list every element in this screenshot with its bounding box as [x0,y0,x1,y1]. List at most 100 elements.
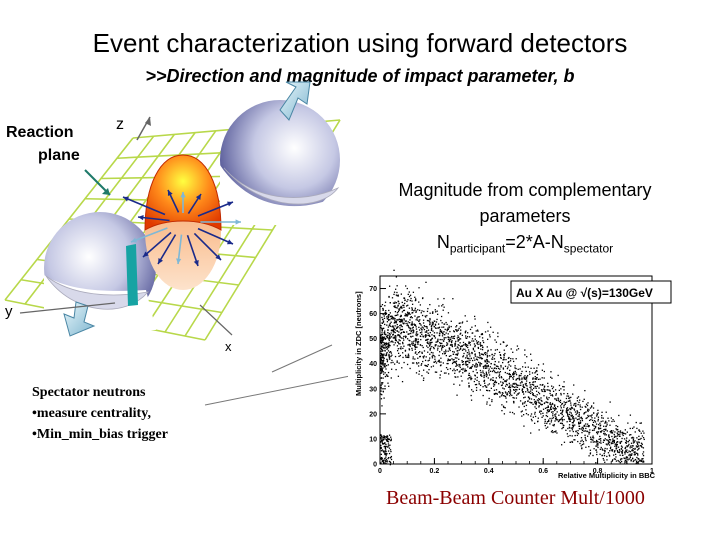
scatter-point [500,355,501,356]
scatter-point [398,348,399,349]
scatter-point [388,296,389,297]
scatter-point [578,423,579,424]
scatter-point [430,332,431,333]
scatter-point [509,378,510,379]
scatter-point [474,381,475,382]
formula-n1: N [437,232,450,252]
scatter-point [482,347,483,348]
scatter-point [628,455,629,456]
scatter-point [546,428,547,429]
scatter-point [413,362,414,363]
scatter-point [385,345,386,346]
scatter-point [619,436,620,437]
scatter-point [577,397,578,398]
scatter-point [494,390,495,391]
scatter-point [384,330,385,331]
scatter-point [485,385,486,386]
scatter-point [513,389,514,390]
scatter-point [495,372,496,373]
scatter-point [631,447,632,448]
scatter-point [620,432,621,433]
magnitude-text-line1: Magnitude from complementary [360,180,690,201]
scatter-point [630,460,631,461]
scatter-point [384,332,385,333]
scatter-point [560,423,561,424]
scatter-point [495,382,496,383]
scatter-point [386,336,387,337]
scatter-point [552,415,553,416]
scatter-point [423,370,424,371]
scatter-point [573,422,574,423]
scatter-point [478,348,479,349]
scatter-point [433,348,434,349]
scatter-point [639,423,640,424]
scatter-point [523,425,524,426]
scatter-point [565,404,566,405]
scatter-point [402,305,403,306]
scatter-point [553,391,554,392]
scatter-point [562,414,563,415]
scatter-point [568,398,569,399]
scatter-point [489,374,490,375]
scatter-point [552,394,553,395]
scatter-point [619,452,620,453]
scatter-point [477,365,478,366]
scatter-point [577,411,578,412]
scatter-point [506,346,507,347]
scatter-point [523,384,524,385]
scatter-point [415,308,416,309]
scatter-point [534,406,535,407]
scatter-point [381,351,382,352]
scatter-point [427,339,428,340]
scatter-point [530,368,531,369]
scatter-point [530,384,531,385]
scatter-point [424,350,425,351]
scatter-point [416,347,417,348]
scatter-point [402,357,403,358]
scatter-point [546,407,547,408]
scatter-point [443,340,444,341]
spectator-nucleus-upper [220,100,340,225]
scatter-point [573,408,574,409]
scatter-point [474,316,475,317]
scatter-point [467,347,468,348]
scatter-point [465,335,466,336]
scatter-point [482,337,483,338]
scatter-point [626,457,627,458]
scatter-point [383,357,384,358]
connector-line-upper [272,345,332,372]
scatter-point [483,395,484,396]
scatter-point [478,341,479,342]
scatter-point [455,354,456,355]
scatter-point [556,393,557,394]
scatter-point [527,375,528,376]
scatter-point [412,344,413,345]
scatter-point [601,447,602,448]
scatter-point [389,358,390,359]
scatter-point [426,339,427,340]
scatter-point [436,332,437,333]
scatter-point [496,389,497,390]
scatter-point [567,407,568,408]
scatter-point [540,384,541,385]
scatter-point [413,343,414,344]
scatter-point [479,336,480,337]
scatter-point [571,427,572,428]
scatter-point [451,326,452,327]
scatter-point [479,357,480,358]
x-tick-label: 0 [378,468,382,475]
scatter-point [396,285,397,286]
scatter-point [511,376,512,377]
scatter-point [577,419,578,420]
scatter-point [439,351,440,352]
scatter-point [409,296,410,297]
scatter-point [592,436,593,437]
scatter-point [514,383,515,384]
scatter-point [608,435,609,436]
scatter-point [570,397,571,398]
scatter-point [564,401,565,402]
scatter-point [586,431,587,432]
scatter-point [610,447,611,448]
scatter-point [625,429,626,430]
scatter-point [426,315,427,316]
